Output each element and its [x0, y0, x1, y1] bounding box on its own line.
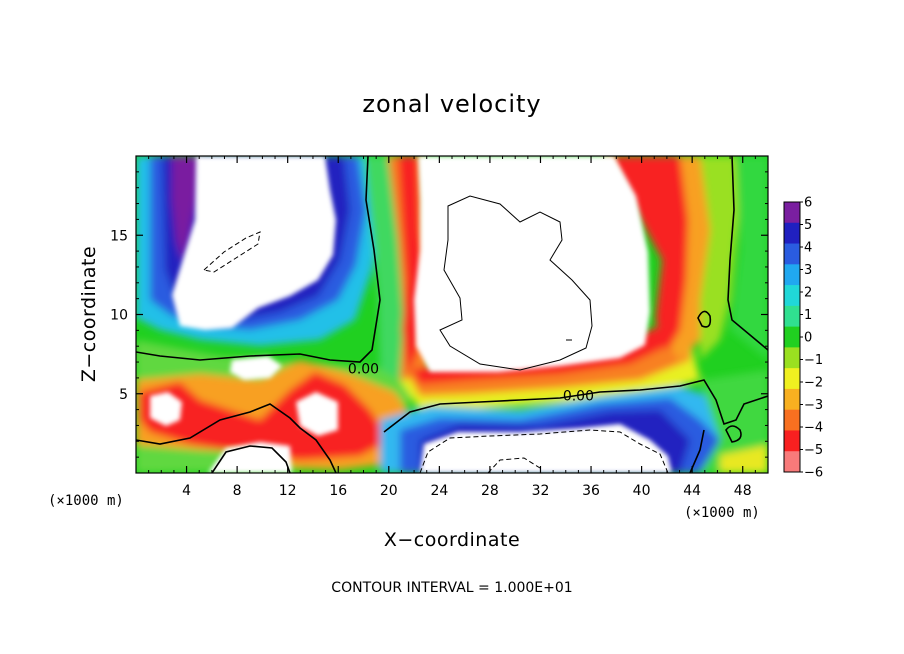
- x-tick-label: 40: [633, 483, 651, 499]
- contour-small-loop-b: [725, 425, 742, 443]
- x-tick-label: 32: [532, 483, 550, 499]
- saturated-upper-left: [172, 156, 336, 330]
- contour-zero-right-column: [727, 156, 768, 351]
- x-tick-label: 20: [380, 483, 398, 499]
- contour-thin-lines: [439, 195, 593, 371]
- contour-zero-mid-band: [383, 379, 768, 433]
- saturated-center: [414, 156, 650, 372]
- colorbar-swatch: [784, 202, 800, 224]
- colorbar-swatch: [784, 285, 800, 307]
- colorbar-label: 3: [804, 263, 812, 278]
- colorbar: 6 5 4 3 2 1 0 −1 −2 −3 −4 −5 −6: [783, 196, 823, 481]
- saturated-small-left: [230, 356, 282, 380]
- x-tick-label: 48: [734, 483, 752, 499]
- colorbar-swatch: [784, 388, 800, 411]
- contour-label: 0.00: [563, 388, 594, 404]
- y-axis-unit: (×1000 m): [48, 493, 124, 509]
- y-tick-label: 15: [110, 228, 128, 244]
- x-tick-label: 28: [481, 483, 499, 499]
- colorbar-label: 0: [804, 331, 812, 346]
- colorbar-swatch: [784, 347, 800, 369]
- colorbar-swatch: [784, 409, 800, 431]
- colorbar-swatch: [784, 305, 800, 328]
- colorbar-label: 5: [804, 218, 812, 233]
- contour-lines: [136, 156, 768, 473]
- band-lower-left-red: [140, 372, 390, 460]
- x-tick-label: 4: [182, 483, 191, 499]
- colorbar-label: −6: [804, 466, 823, 481]
- contour-bottom-left-loop: [211, 445, 291, 473]
- x-axis-label: X−coordinate: [384, 529, 520, 551]
- band-right-red: [608, 156, 688, 350]
- colorbar-label: 1: [804, 308, 812, 323]
- band-right-yellowgreen: [700, 156, 740, 360]
- y-tick-label: 5: [119, 387, 128, 403]
- colorbar-label: −1: [804, 353, 823, 368]
- contour-labels: 0.00 0.00: [348, 361, 594, 404]
- x-tick-label: 36: [582, 483, 600, 499]
- chart-title: zonal velocity: [362, 90, 541, 118]
- band-upper-left-purple: [172, 156, 200, 262]
- x-tick-label: 44: [683, 483, 701, 499]
- band-lower-right-yellow: [720, 445, 768, 473]
- x-tick-label: 16: [329, 483, 347, 499]
- colorbar-label: 6: [804, 196, 812, 211]
- colorbar-swatch: [784, 430, 800, 452]
- contour-center-blob: [439, 195, 593, 371]
- contour-interval-note: CONTOUR INTERVAL = 1.000E+01: [331, 580, 572, 596]
- colorbar-label: −4: [804, 421, 823, 436]
- y-tick-label: 10: [110, 308, 128, 324]
- contour-dashed-bottom: [419, 429, 669, 473]
- colorbar-swatch: [784, 326, 800, 348]
- contour-dashed-upper-left: [202, 231, 261, 273]
- contour-dashed-bottom-inner: [487, 457, 541, 473]
- contour-small-loop-a: [697, 310, 712, 328]
- y-axis-label: Z−coordinate: [78, 246, 100, 382]
- colorbar-label: −3: [804, 398, 823, 413]
- colorbar-label: 4: [804, 241, 812, 256]
- saturated-lower-mid: [296, 392, 338, 436]
- contour-right-bottom: [689, 429, 705, 473]
- saturated-bottom-left: [208, 442, 292, 473]
- x-axis-ticks: 4 8 12 16 20 24 28 32 36 40 44 48: [148, 156, 756, 499]
- x-axis-unit: (×1000 m): [684, 505, 760, 521]
- band-right-green: [730, 156, 768, 360]
- colorbar-swatch: [784, 243, 800, 265]
- colorbar-label: −5: [804, 443, 823, 458]
- y-axis-ticks: 5 10 15: [110, 171, 768, 458]
- contour-zero-upper-left: [136, 156, 381, 363]
- colorbar-swatch: [784, 451, 800, 473]
- x-tick-label: 24: [430, 483, 448, 499]
- colorbar-swatch: [784, 222, 800, 245]
- colorbar-swatch: [784, 264, 800, 286]
- colorbar-swatch: [784, 368, 800, 390]
- x-tick-label: 8: [233, 483, 242, 499]
- x-tick-label: 12: [279, 483, 297, 499]
- heatmap-field: [136, 156, 768, 473]
- colorbar-label: 2: [804, 286, 812, 301]
- contour-zero-left-low: [136, 403, 337, 473]
- contour-label: 0.00: [348, 361, 379, 377]
- colorbar-label: −2: [804, 376, 823, 391]
- contour-dashed-lines: [202, 231, 669, 473]
- saturated-lower-left: [150, 392, 182, 426]
